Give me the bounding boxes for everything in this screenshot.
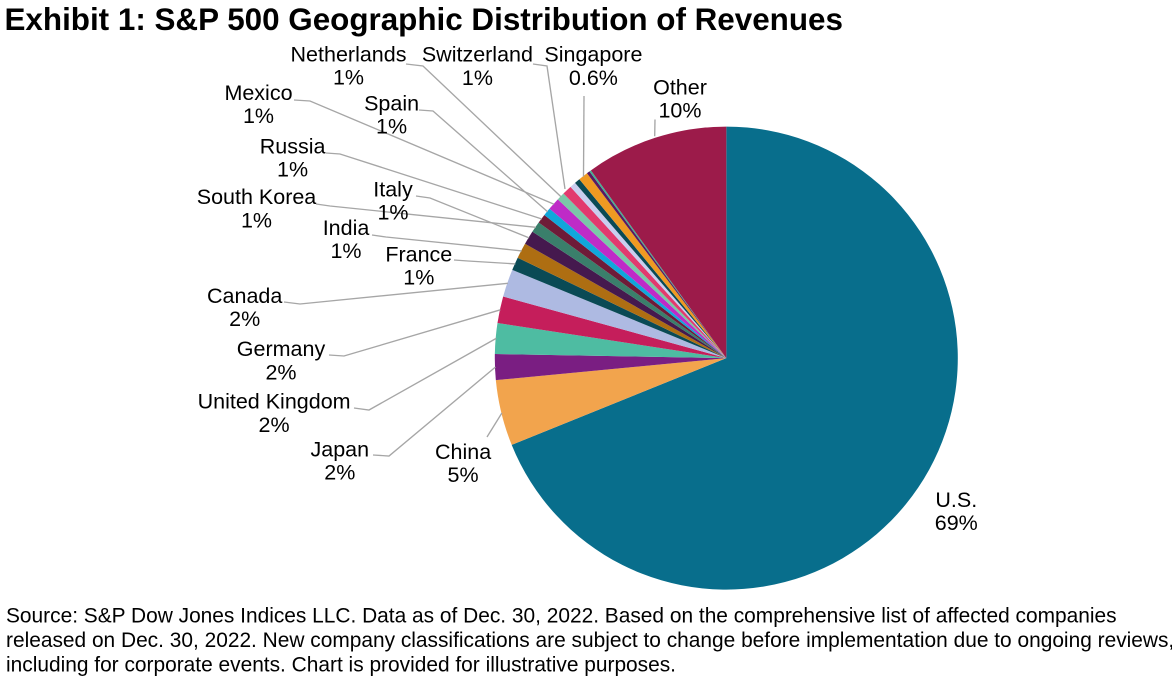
svg-text:1%: 1% (377, 201, 408, 225)
svg-text:Italy: Italy (373, 177, 413, 201)
svg-text:Singapore: Singapore (544, 43, 642, 67)
svg-text:0.6%: 0.6% (569, 66, 618, 90)
svg-text:Other: Other (653, 75, 707, 99)
svg-text:1%: 1% (462, 66, 493, 90)
svg-text:Switzerland: Switzerland (422, 43, 533, 67)
svg-text:Russia: Russia (260, 134, 326, 158)
svg-text:Canada: Canada (207, 284, 282, 308)
svg-text:Source: S&P Dow Jones Indices: Source: S&P Dow Jones Indices LLC. Data … (6, 605, 1117, 628)
svg-text:United Kingdom: United Kingdom (198, 390, 351, 414)
svg-text:Japan: Japan (311, 437, 370, 461)
svg-text:India: India (323, 216, 370, 240)
svg-text:5%: 5% (448, 463, 479, 487)
svg-text:China: China (435, 440, 491, 464)
svg-text:1%: 1% (333, 66, 364, 90)
svg-text:South Korea: South Korea (197, 185, 317, 209)
svg-text:2%: 2% (324, 461, 355, 485)
svg-text:1%: 1% (403, 266, 434, 290)
svg-text:1%: 1% (330, 239, 361, 263)
svg-text:including for corporate events: including for corporate events. Chart is… (6, 654, 676, 677)
svg-text:released on Dec. 30, 2022. New: released on Dec. 30, 2022. New company c… (6, 629, 1172, 652)
svg-text:1%: 1% (243, 104, 274, 128)
svg-text:2%: 2% (229, 307, 260, 331)
svg-text:69%: 69% (935, 511, 978, 535)
svg-text:1%: 1% (277, 158, 308, 182)
svg-text:Netherlands: Netherlands (291, 43, 407, 67)
svg-text:Spain: Spain (364, 91, 419, 115)
svg-text:Exhibit 1: S&P 500 Geographic: Exhibit 1: S&P 500 Geographic Distributi… (5, 2, 843, 37)
svg-text:10%: 10% (658, 99, 701, 123)
svg-text:2%: 2% (259, 413, 290, 437)
svg-text:Mexico: Mexico (224, 81, 292, 105)
svg-text:1%: 1% (376, 115, 407, 139)
svg-text:2%: 2% (265, 360, 296, 384)
svg-text:Germany: Germany (237, 337, 326, 361)
svg-text:1%: 1% (241, 208, 272, 232)
svg-text:U.S.: U.S. (935, 488, 977, 512)
svg-text:France: France (385, 243, 452, 267)
